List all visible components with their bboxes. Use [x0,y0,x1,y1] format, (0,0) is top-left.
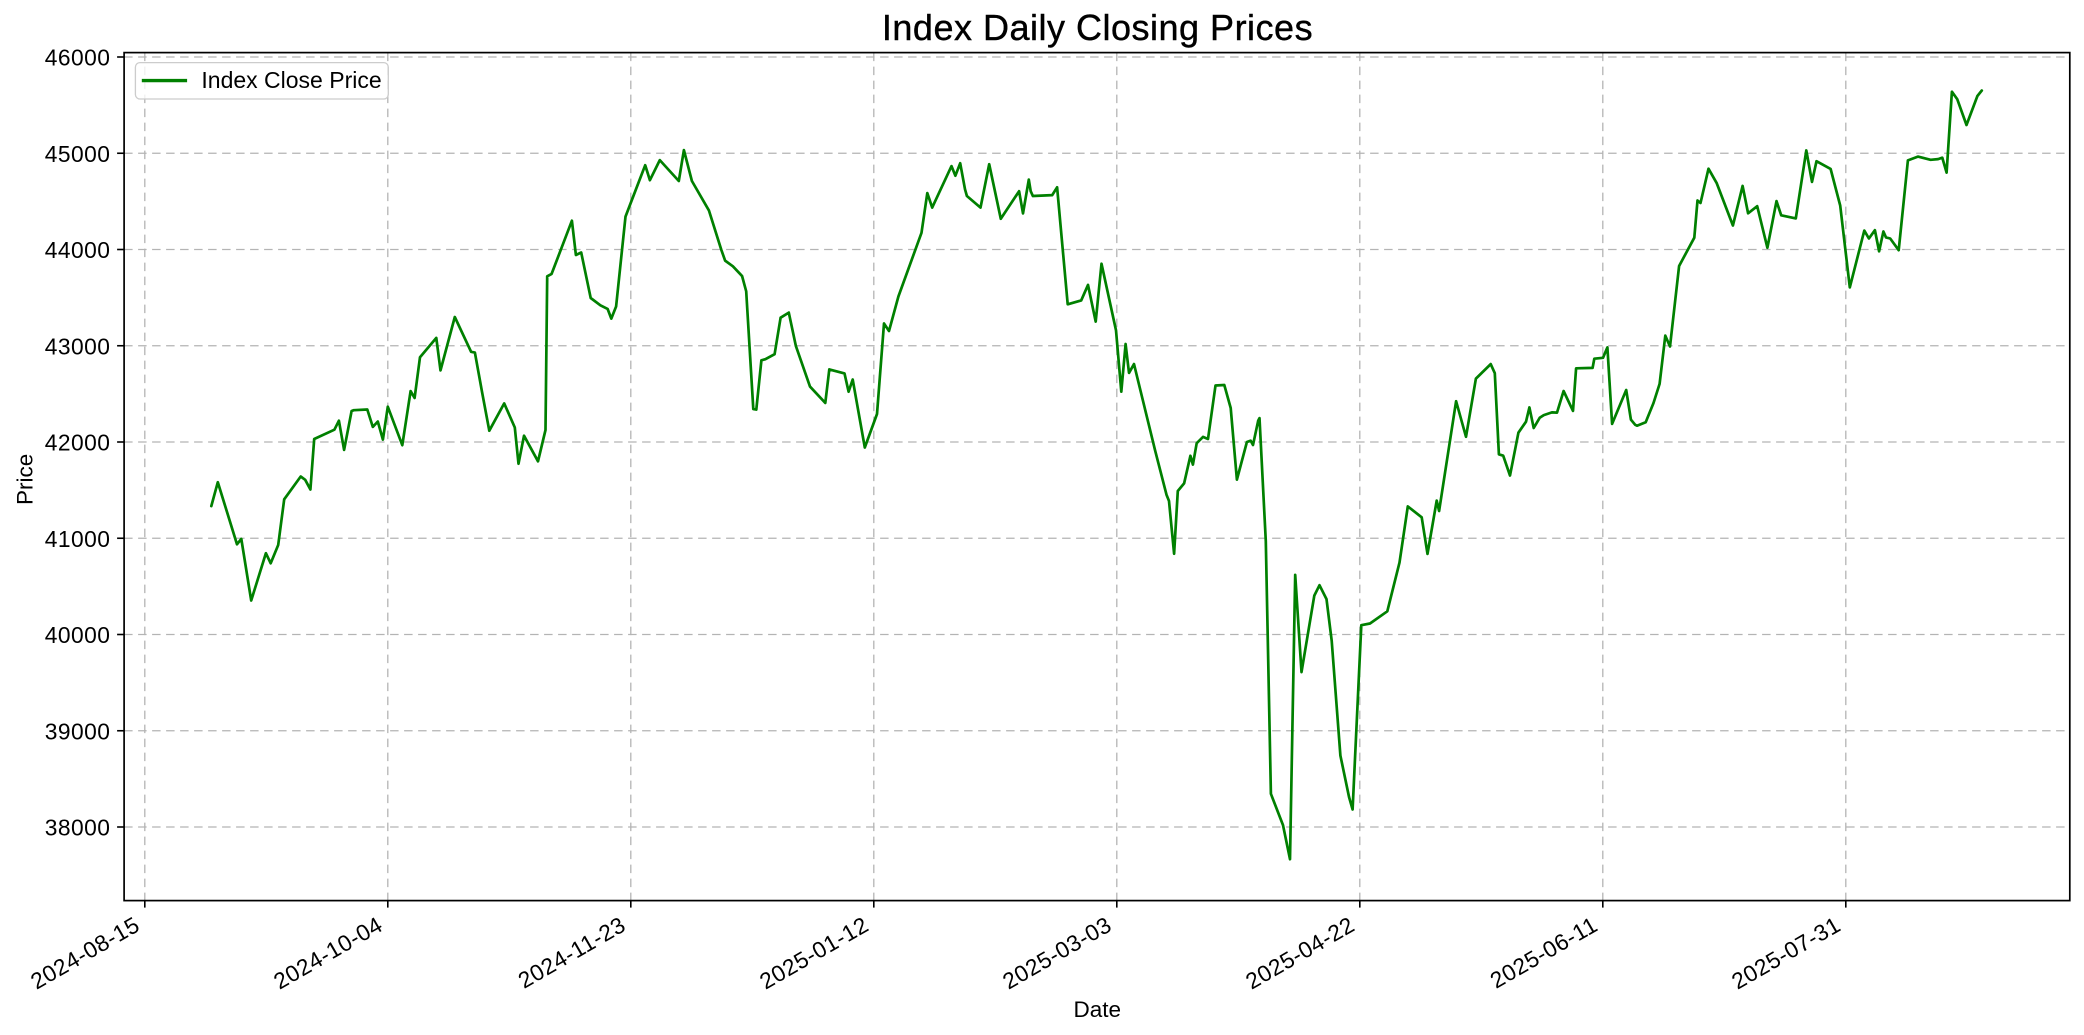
svg-text:2025-06-11: 2025-06-11 [1485,911,1601,993]
svg-text:2025-03-03: 2025-03-03 [998,911,1116,994]
svg-text:38000: 38000 [45,815,111,841]
svg-text:2024-11-23: 2024-11-23 [513,911,629,993]
svg-text:39000: 39000 [45,718,111,744]
svg-text:43000: 43000 [45,333,111,359]
svg-text:2024-08-15: 2024-08-15 [26,911,144,994]
svg-text:41000: 41000 [45,526,111,552]
svg-text:40000: 40000 [45,622,111,648]
svg-text:Date: Date [1074,997,1122,1022]
svg-text:44000: 44000 [45,237,111,263]
svg-text:46000: 46000 [45,45,111,71]
svg-text:2025-04-22: 2025-04-22 [1241,911,1359,994]
svg-text:Index Close Price: Index Close Price [201,67,381,93]
svg-text:42000: 42000 [45,430,111,456]
svg-text:Index Daily Closing Prices: Index Daily Closing Prices [882,7,1313,48]
svg-text:2025-07-31: 2025-07-31 [1727,911,1845,994]
svg-text:2025-01-12: 2025-01-12 [755,911,873,994]
svg-text:2024-10-04: 2024-10-04 [269,911,387,994]
svg-text:Price: Price [12,454,37,505]
svg-text:45000: 45000 [45,141,111,167]
